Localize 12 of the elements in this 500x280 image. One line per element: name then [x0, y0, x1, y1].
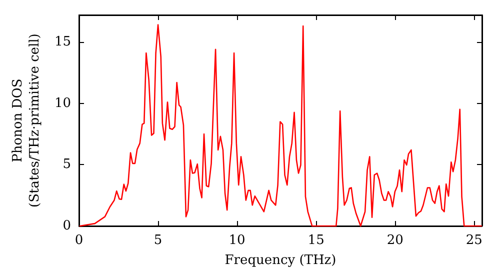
- x-tick-label: 0: [74, 233, 84, 248]
- y-axis-title: Phonon DOS (States/THz·primitive cell): [10, 33, 43, 208]
- x-tick-label: 20: [386, 233, 404, 248]
- y-tick-label: 15: [54, 34, 71, 50]
- x-tick-label: 5: [154, 233, 162, 248]
- y-tick-label: 10: [54, 96, 71, 111]
- y-tick-label: 5: [62, 157, 71, 172]
- x-tick-label: 10: [228, 233, 246, 248]
- x-tick-label: 15: [308, 233, 324, 248]
- x-tick-label: 25: [466, 233, 482, 248]
- x-axis-title: Frequency (THz): [224, 252, 336, 268]
- y-tick-label: 0: [62, 218, 71, 234]
